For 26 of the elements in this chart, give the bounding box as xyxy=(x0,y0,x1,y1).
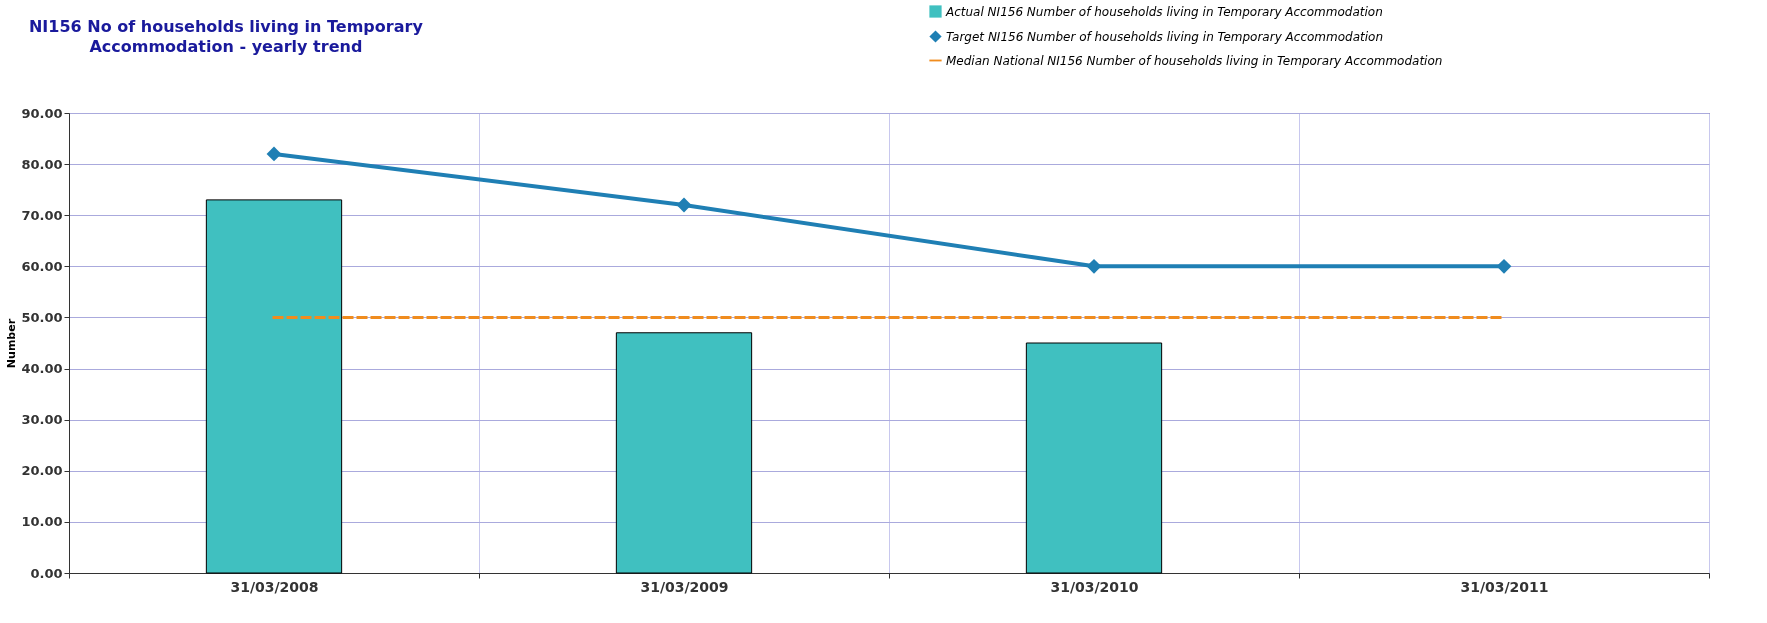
legend-label: Target NI156 Number of households living in Temporary Accommodation xyxy=(946,29,1383,44)
y-axis-title: Number xyxy=(5,318,19,369)
y-tick-label: 70.00 xyxy=(21,207,63,223)
y-tick-label: 20.00 xyxy=(21,463,63,479)
point xyxy=(266,146,282,162)
y-tick-label: 10.00 xyxy=(21,514,63,530)
y-tick-label: 50.00 xyxy=(21,309,63,325)
y-tick-label: 60.00 xyxy=(21,258,63,274)
x-tick-label: 31/03/2009 xyxy=(640,578,729,595)
bar xyxy=(615,332,753,574)
y-tick-label: 90.00 xyxy=(21,105,63,121)
y-tick-label: 80.00 xyxy=(21,156,63,172)
x-tick-label: 31/03/2011 xyxy=(1460,578,1549,595)
bar xyxy=(1025,342,1163,574)
legend-label: Actual NI156 Number of households living in Temporary Accommodation xyxy=(945,4,1383,19)
bar xyxy=(205,199,343,574)
x-tick-label: 31/03/2008 xyxy=(230,578,319,595)
chart-title: NI156 No of households living in Temporary Accommodation - yearly trend xyxy=(28,17,424,56)
point xyxy=(676,197,692,213)
point xyxy=(1496,258,1512,274)
point xyxy=(1086,258,1102,274)
y-tick-label: 40.00 xyxy=(21,361,63,377)
y-tick-label: 0.00 xyxy=(30,565,63,581)
y-tick-label: 30.00 xyxy=(21,412,63,428)
x-tick-label: 31/03/2010 xyxy=(1050,578,1139,595)
legend-label: Median National NI156 Number of households living in Temporary Accommodation xyxy=(946,53,1443,68)
